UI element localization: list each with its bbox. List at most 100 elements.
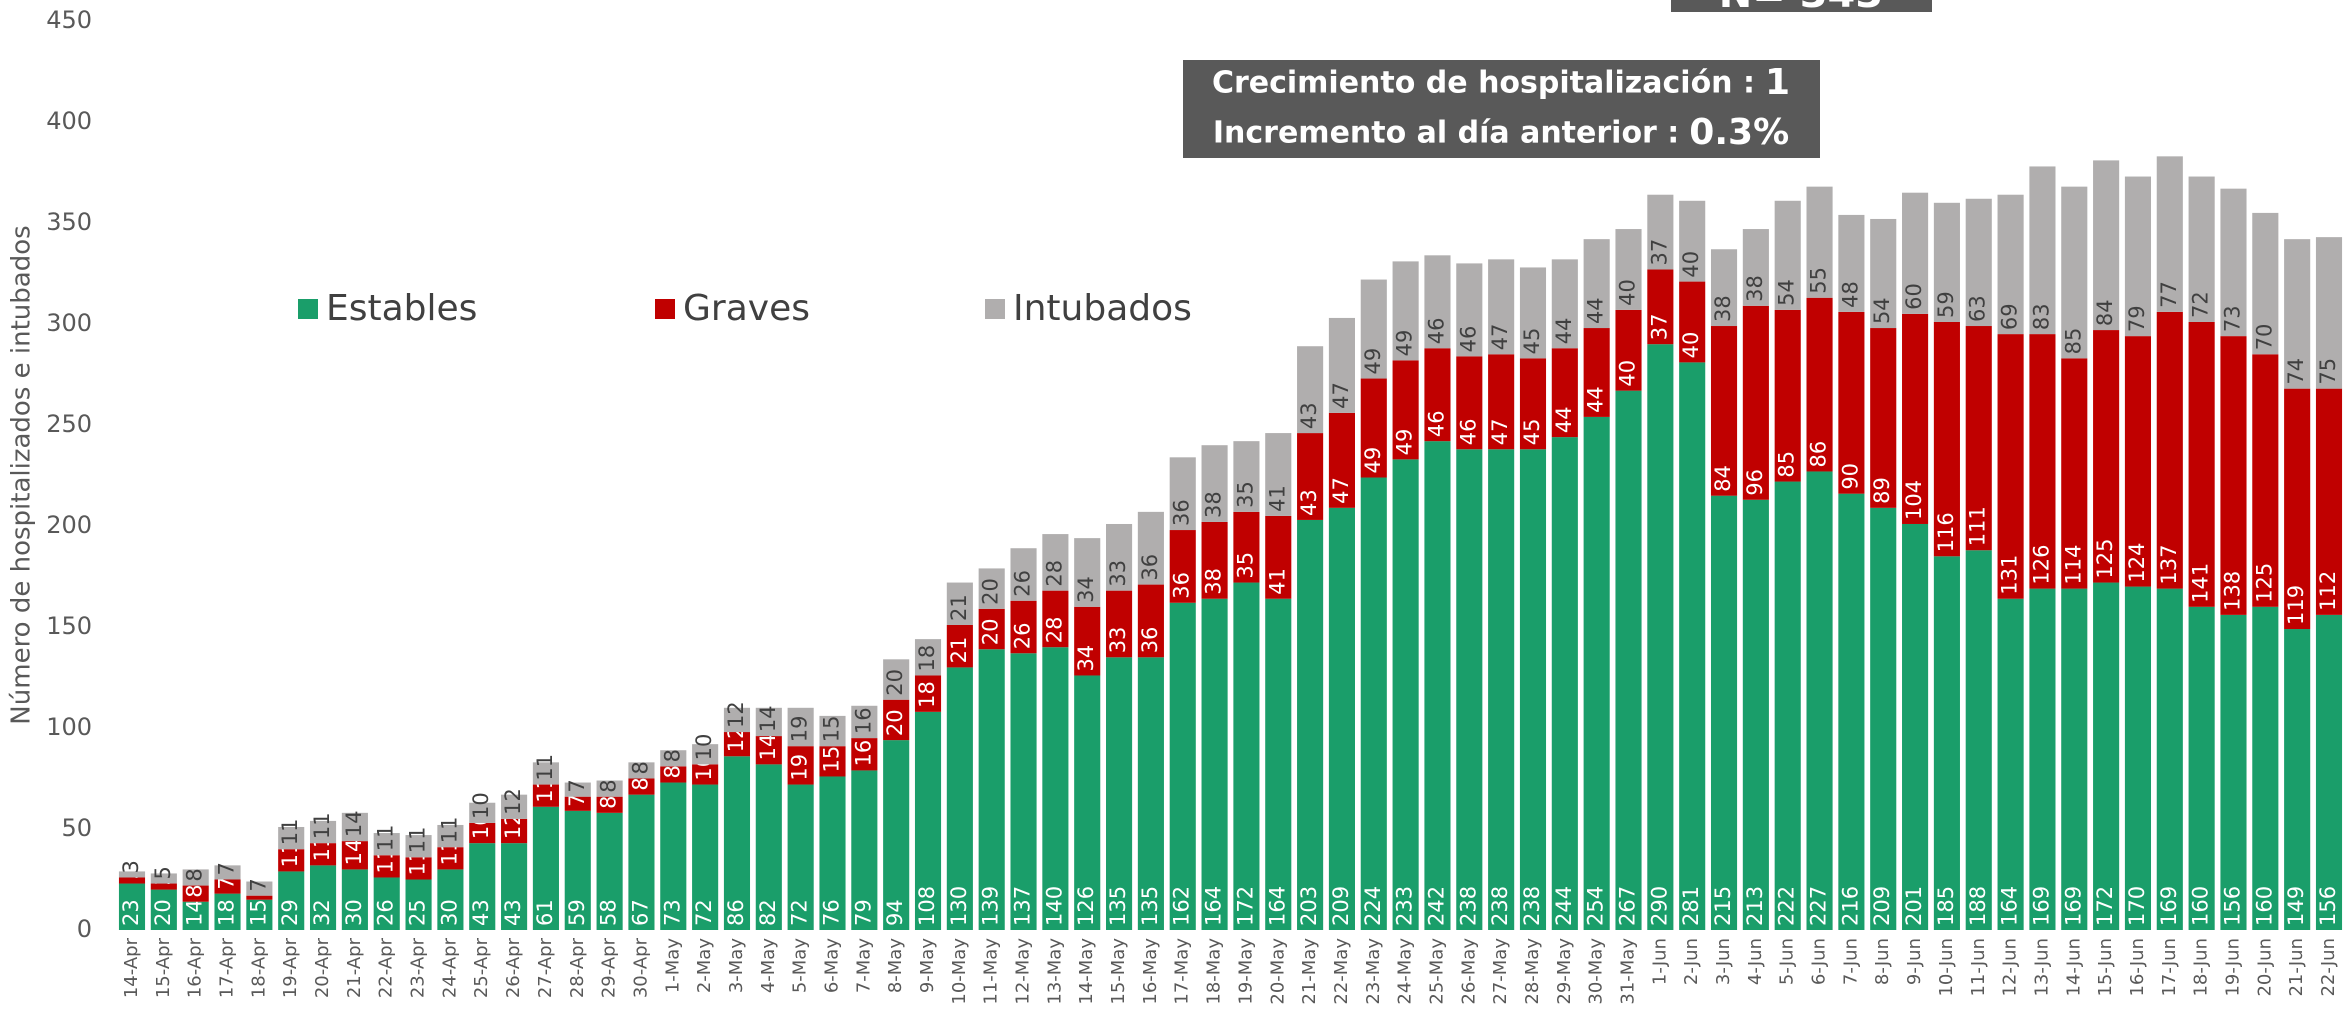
- bar-segment: [118, 883, 146, 930]
- x-tick-label: 11-Jun: [1968, 938, 1989, 997]
- x-tick-label: 14-Jun: [2063, 938, 2084, 997]
- bar-segment: [341, 841, 368, 870]
- data-label: 37: [1647, 313, 1671, 340]
- bar-segment: [182, 885, 209, 902]
- data-label: 38: [1202, 568, 1226, 595]
- x-tick-label: 26-Apr: [503, 937, 524, 998]
- bar-segment: [469, 843, 496, 930]
- data-label: 170: [2125, 886, 2149, 926]
- data-label: 45: [1520, 328, 1544, 355]
- bar-segment: [1902, 523, 1929, 930]
- y-tick-label: 200: [46, 511, 92, 539]
- x-tick-label: 21-May: [1299, 938, 1320, 1005]
- bar-segment: [787, 784, 814, 930]
- data-label: 160: [2189, 886, 2213, 926]
- data-label: 169: [2157, 886, 2181, 926]
- data-label: 86: [1807, 441, 1831, 468]
- x-tick-label: 9-May: [917, 938, 938, 994]
- x-tick-label: 24-Apr: [439, 937, 460, 998]
- bar-segment: [1169, 530, 1196, 603]
- data-label: 164: [1265, 886, 1289, 926]
- bar-segment: [341, 812, 368, 842]
- bar-segment: [341, 869, 368, 930]
- bar-segment: [660, 750, 687, 767]
- bar-segment: [501, 843, 528, 930]
- x-tick-label: 18-Jun: [2191, 938, 2212, 997]
- bar-segment: [660, 766, 687, 783]
- bar-segment: [373, 833, 400, 856]
- x-tick-label: 12-Jun: [2000, 938, 2021, 997]
- data-label: 124: [2125, 543, 2149, 583]
- bar-segment: [373, 855, 400, 878]
- x-tick-label: 13-May: [1044, 938, 1065, 1005]
- bar-segment: [2252, 212, 2279, 355]
- bar-segment: [1010, 600, 1037, 654]
- bar-segment: [692, 744, 719, 765]
- bar-segment: [883, 659, 910, 700]
- bar-segment: [150, 883, 177, 890]
- x-tick-label: 17-May: [1172, 938, 1193, 1005]
- x-tick-label: 18-Apr: [248, 937, 269, 998]
- bar-segment: [564, 796, 591, 811]
- data-label: 203: [1297, 886, 1321, 926]
- bar-segment: [1933, 202, 1960, 322]
- data-label: 7: [246, 878, 270, 891]
- data-label: 30: [342, 899, 366, 926]
- x-tick-label: 25-May: [1426, 938, 1447, 1005]
- bar-segment: [1042, 647, 1069, 930]
- bar-segment: [723, 732, 751, 757]
- data-label: 131: [1998, 555, 2022, 595]
- bar-segment: [118, 877, 146, 884]
- bar-segment: [2315, 614, 2343, 930]
- data-label: 36: [1138, 554, 1162, 581]
- data-label: 156: [2220, 886, 2244, 926]
- bar-segment: [532, 806, 559, 930]
- bar-segment: [2315, 237, 2343, 389]
- data-label: 76: [819, 899, 843, 926]
- data-label: 40: [1616, 279, 1640, 306]
- annotation-box: [1183, 60, 1820, 158]
- x-tick-label: 9-Jun: [1904, 938, 1925, 985]
- data-label: 36: [1138, 627, 1162, 654]
- bar-segment: [278, 826, 305, 850]
- bar-segment: [819, 776, 846, 930]
- data-label: 83: [2029, 303, 2053, 330]
- bar-segment: [405, 857, 432, 880]
- bar-segment: [787, 707, 814, 747]
- data-label: 281: [1679, 886, 1703, 926]
- bar-segment: [1392, 459, 1419, 930]
- bar-segment: [851, 770, 878, 930]
- bar-segment: [1647, 269, 1674, 345]
- data-label: 35: [1233, 552, 1257, 579]
- bar-segment: [596, 780, 623, 797]
- data-label: 96: [1743, 469, 1767, 496]
- x-tick-label: 20-May: [1267, 938, 1288, 1005]
- bar-segment: [246, 881, 273, 896]
- data-label: 10: [692, 734, 716, 761]
- bar-segment: [819, 715, 846, 747]
- data-label: 44: [1584, 297, 1608, 324]
- x-tick-label: 16-Jun: [2127, 938, 2148, 997]
- bar-segment: [692, 784, 719, 930]
- bar-segment: [1710, 249, 1738, 327]
- bar-segment: [1806, 186, 1833, 298]
- bar-segment: [1679, 200, 1706, 282]
- data-label: 135: [1106, 886, 1130, 926]
- bar-segment: [1933, 321, 1960, 557]
- data-label: 15: [819, 746, 843, 773]
- data-label: 156: [2316, 886, 2340, 926]
- x-tick-label: 15-May: [1108, 938, 1129, 1005]
- bar-segment: [1169, 602, 1196, 930]
- x-tick-label: 21-Apr: [344, 937, 365, 998]
- data-label: 7: [565, 779, 589, 792]
- data-label: 209: [1870, 886, 1894, 926]
- bar-segment: [2220, 336, 2247, 615]
- bar-segment: [2252, 606, 2279, 930]
- data-label: 16: [851, 707, 875, 734]
- n-box: [1671, 0, 1932, 12]
- bar-segment: [1233, 511, 1260, 583]
- y-tick-label: 150: [46, 612, 92, 640]
- data-label: 8: [628, 761, 652, 774]
- x-tick-label: 30-Apr: [630, 937, 651, 998]
